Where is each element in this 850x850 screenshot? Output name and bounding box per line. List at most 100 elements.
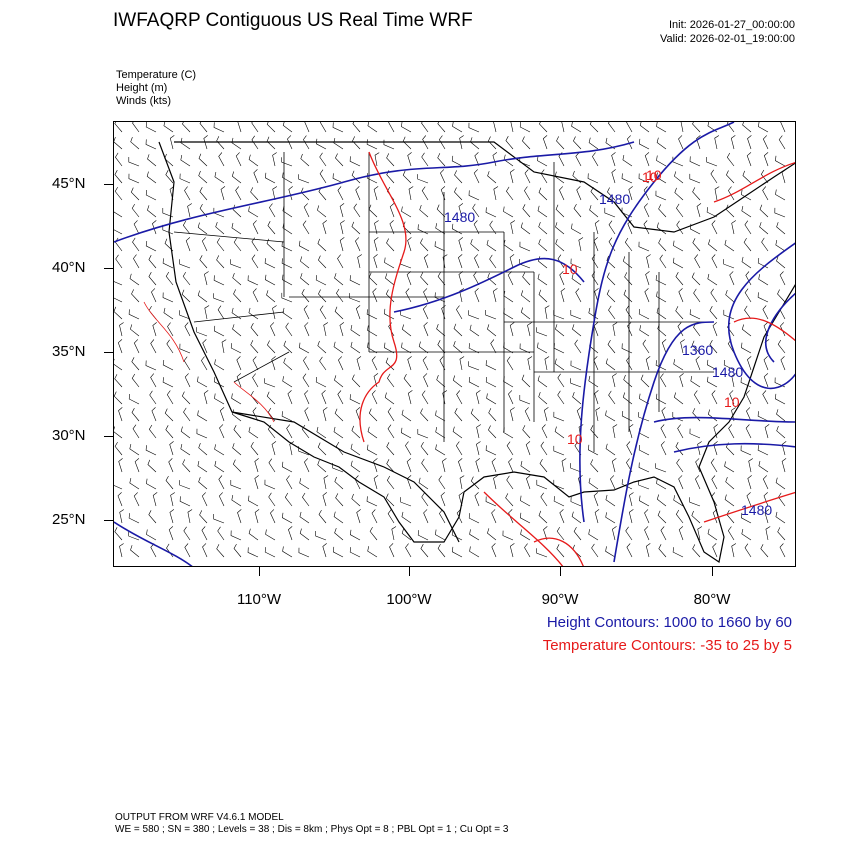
height-contour-label: 1480 <box>599 191 630 207</box>
wind-barb <box>128 393 140 405</box>
wind-barb <box>389 203 395 218</box>
wind-barb <box>317 459 327 473</box>
wind-barb <box>741 324 752 337</box>
wind-barb <box>712 543 718 558</box>
wind-barb <box>775 511 786 524</box>
wind-barb <box>288 526 293 541</box>
wind-barb <box>502 530 514 541</box>
wind-barb <box>557 390 565 405</box>
wind-barb <box>337 254 344 269</box>
variable-winds: Winds (kts) <box>116 95 171 107</box>
wind-barb <box>437 271 446 286</box>
wind-barb <box>656 494 667 507</box>
wind-barb <box>452 426 463 439</box>
wind-barb <box>417 224 429 235</box>
wind-barb <box>725 290 735 303</box>
wind-barb <box>519 343 531 354</box>
wind-barb <box>628 509 634 524</box>
wind-barb <box>538 392 548 405</box>
wind-barb <box>503 206 514 218</box>
wind-barb <box>454 187 463 201</box>
wind-barb <box>401 528 412 541</box>
lat-tick <box>104 184 113 185</box>
wind-barb <box>524 543 531 558</box>
wind-barb <box>658 204 667 218</box>
wind-barb <box>335 153 344 167</box>
wind-barb <box>680 339 685 354</box>
wind-barb <box>316 426 327 439</box>
wind-barb <box>555 324 565 337</box>
wind-barb <box>180 155 191 167</box>
wind-barb <box>435 444 446 456</box>
wind-barb <box>232 443 242 456</box>
wind-barb <box>573 203 582 218</box>
wind-barb <box>368 204 378 218</box>
wind-barb <box>332 173 344 184</box>
wind-barb <box>658 238 667 252</box>
wind-barb <box>282 307 293 320</box>
wind-barb <box>287 135 293 150</box>
wind-barb <box>605 494 616 507</box>
wind-barb <box>459 288 465 303</box>
wind-barb <box>503 376 514 388</box>
wind-barb <box>114 281 123 286</box>
wind-barb <box>555 239 565 252</box>
wind-barb <box>538 256 548 269</box>
wind-barb <box>333 511 344 524</box>
wind-barb <box>232 204 242 218</box>
wind-barb <box>233 237 242 252</box>
wind-barb <box>147 154 157 167</box>
wind-barb <box>198 476 208 490</box>
wind-barb <box>118 458 123 473</box>
wind-barb <box>163 122 174 133</box>
map-title: IWFAQRP Contiguous US Real Time WRF <box>113 10 473 31</box>
wind-barb <box>626 122 633 133</box>
wind-barb <box>673 359 684 371</box>
wind-barb <box>451 155 463 167</box>
wind-barb <box>659 254 667 269</box>
wind-barb <box>334 476 344 490</box>
wind-barb <box>322 543 327 558</box>
wind-barb <box>168 458 174 473</box>
wind-barb <box>458 254 463 269</box>
wind-barb <box>706 359 718 371</box>
wind-barb <box>542 135 548 150</box>
variable-height: Height (m) <box>116 82 168 94</box>
wind-barb <box>780 356 786 371</box>
wind-barb <box>706 157 718 167</box>
wind-barb <box>674 171 684 184</box>
wind-barb <box>556 544 565 558</box>
wind-barb <box>475 390 481 405</box>
wind-barb <box>713 441 718 456</box>
wind-barb <box>203 390 209 405</box>
wind-barb <box>759 222 769 235</box>
wind-barb <box>266 290 276 303</box>
wind-barb <box>595 407 601 422</box>
wind-barb <box>779 271 786 286</box>
wind-barb <box>286 424 293 439</box>
wind-barb <box>508 390 514 405</box>
wind-barb <box>183 526 191 541</box>
wind-barb <box>373 458 378 473</box>
wind-barb <box>456 509 463 524</box>
wind-barb <box>487 171 497 184</box>
wind-barb <box>543 526 548 541</box>
wind-barb <box>371 356 378 371</box>
wind-barb <box>621 410 633 422</box>
wind-barb <box>421 152 429 167</box>
wind-barb <box>606 289 616 303</box>
wind-barb <box>711 220 718 235</box>
wind-barb <box>302 373 310 388</box>
wind-barb <box>339 322 345 337</box>
wind-barb <box>451 223 463 235</box>
wind-barb <box>253 169 259 184</box>
wind-barb <box>300 256 310 269</box>
wind-barb <box>236 356 242 371</box>
wind-barb <box>350 460 361 473</box>
wind-barb <box>386 153 395 167</box>
wind-barb <box>351 221 361 235</box>
wind-barb <box>762 475 769 490</box>
wind-barb <box>201 526 208 541</box>
wind-barb <box>656 222 667 235</box>
